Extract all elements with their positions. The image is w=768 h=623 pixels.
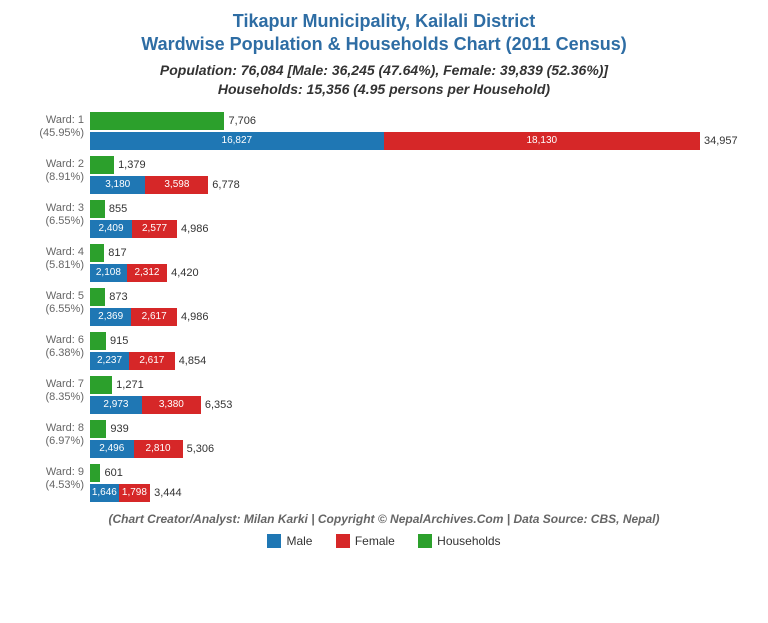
ward-label: Ward: 5(6.55%) xyxy=(30,288,90,316)
households-bar xyxy=(90,376,112,394)
ward-label: Ward: 9(4.53%) xyxy=(30,464,90,492)
title-line1: Tikapur Municipality, Kailali District xyxy=(233,11,535,31)
male-bar: 2,108 xyxy=(90,264,127,282)
subtitle-line1: Population: 76,084 [Male: 36,245 (47.64%… xyxy=(160,62,608,78)
population-total-value: 5,306 xyxy=(187,443,215,455)
ward-label: Ward: 4(5.81%) xyxy=(30,244,90,272)
households-bar xyxy=(90,332,106,350)
ward-bars: 939 2,4962,810 5,306 xyxy=(90,420,748,458)
households-bar xyxy=(90,464,100,482)
female-bar: 1,798 xyxy=(119,484,150,502)
ward-row: Ward: 1(45.95%) 7,706 16,82718,130 34,957 xyxy=(30,112,748,150)
chart-credit: (Chart Creator/Analyst: Milan Karki | Co… xyxy=(20,512,748,526)
population-total-value: 6,353 xyxy=(205,399,233,411)
female-bar: 2,577 xyxy=(132,220,177,238)
legend-female-swatch xyxy=(336,534,350,548)
ward-row: Ward: 6(6.38%) 915 2,2372,617 4,854 xyxy=(30,332,748,370)
chart-legend: Male Female Households xyxy=(20,534,748,551)
ward-row: Ward: 7(8.35%) 1,271 2,9733,380 6,353 xyxy=(30,376,748,414)
population-total-value: 4,854 xyxy=(179,355,207,367)
population-total-value: 4,420 xyxy=(171,267,199,279)
ward-bars: 7,706 16,82718,130 34,957 xyxy=(90,112,748,150)
male-bar: 2,237 xyxy=(90,352,129,370)
ward-row: Ward: 8(6.97%) 939 2,4962,810 5,306 xyxy=(30,420,748,458)
male-bar: 1,646 xyxy=(90,484,119,502)
households-value: 817 xyxy=(108,247,126,259)
legend-households-swatch xyxy=(418,534,432,548)
subtitle-line2: Households: 15,356 (4.95 persons per Hou… xyxy=(218,81,550,97)
male-bar: 2,973 xyxy=(90,396,142,414)
households-value: 915 xyxy=(110,335,128,347)
female-bar: 2,617 xyxy=(131,308,177,326)
ward-row: Ward: 9(4.53%) 601 1,6461,798 3,444 xyxy=(30,464,748,502)
ward-bars: 873 2,3692,617 4,986 xyxy=(90,288,748,326)
legend-households-label: Households xyxy=(437,534,500,548)
ward-row: Ward: 2(8.91%) 1,379 3,1803,598 6,778 xyxy=(30,156,748,194)
households-value: 939 xyxy=(110,423,128,435)
households-bar xyxy=(90,420,106,438)
legend-male: Male xyxy=(267,534,312,548)
male-bar: 2,369 xyxy=(90,308,131,326)
male-bar: 3,180 xyxy=(90,176,145,194)
female-bar: 18,130 xyxy=(384,132,700,150)
legend-female-label: Female xyxy=(355,534,395,548)
households-value: 7,706 xyxy=(228,115,256,127)
ward-label: Ward: 8(6.97%) xyxy=(30,420,90,448)
legend-male-label: Male xyxy=(286,534,312,548)
households-value: 1,379 xyxy=(118,159,146,171)
ward-bars: 1,271 2,9733,380 6,353 xyxy=(90,376,748,414)
ward-bars: 601 1,6461,798 3,444 xyxy=(90,464,748,502)
population-total-value: 3,444 xyxy=(154,487,182,499)
households-bar xyxy=(90,200,105,218)
households-bar xyxy=(90,156,114,174)
male-bar: 2,409 xyxy=(90,220,132,238)
ward-label: Ward: 6(6.38%) xyxy=(30,332,90,360)
ward-row: Ward: 4(5.81%) 817 2,1082,312 4,420 xyxy=(30,244,748,282)
households-value: 873 xyxy=(109,291,127,303)
ward-label: Ward: 3(6.55%) xyxy=(30,200,90,228)
female-bar: 2,810 xyxy=(134,440,183,458)
households-value: 601 xyxy=(104,467,122,479)
female-bar: 3,598 xyxy=(145,176,208,194)
chart-area: Ward: 1(45.95%)7,70616,82718,13034,957Wa… xyxy=(20,112,748,502)
population-total-value: 6,778 xyxy=(212,179,240,191)
ward-label: Ward: 2(8.91%) xyxy=(30,156,90,184)
ward-bars: 855 2,4092,577 4,986 xyxy=(90,200,748,238)
title-line2: Wardwise Population & Households Chart (… xyxy=(141,34,626,54)
ward-bars: 915 2,2372,617 4,854 xyxy=(90,332,748,370)
population-total-value: 34,957 xyxy=(704,135,738,147)
ward-bars: 1,379 3,1803,598 6,778 xyxy=(90,156,748,194)
legend-female: Female xyxy=(336,534,395,548)
male-bar: 2,496 xyxy=(90,440,134,458)
ward-bars: 817 2,1082,312 4,420 xyxy=(90,244,748,282)
legend-male-swatch xyxy=(267,534,281,548)
households-bar xyxy=(90,112,224,130)
female-bar: 3,380 xyxy=(142,396,201,414)
female-bar: 2,617 xyxy=(129,352,175,370)
households-value: 855 xyxy=(109,203,127,215)
households-bar xyxy=(90,244,104,262)
ward-label: Ward: 7(8.35%) xyxy=(30,376,90,404)
legend-households: Households xyxy=(418,534,500,548)
households-value: 1,271 xyxy=(116,379,144,391)
male-bar: 16,827 xyxy=(90,132,384,150)
population-total-value: 4,986 xyxy=(181,223,209,235)
ward-label: Ward: 1(45.95%) xyxy=(30,112,90,140)
chart-subtitle: Population: 76,084 [Male: 36,245 (47.64%… xyxy=(20,61,748,100)
population-total-value: 4,986 xyxy=(181,311,209,323)
female-bar: 2,312 xyxy=(127,264,167,282)
ward-row: Ward: 5(6.55%) 873 2,3692,617 4,986 xyxy=(30,288,748,326)
households-bar xyxy=(90,288,105,306)
ward-row: Ward: 3(6.55%) 855 2,4092,577 4,986 xyxy=(30,200,748,238)
chart-title: Tikapur Municipality, Kailali District W… xyxy=(20,10,748,57)
